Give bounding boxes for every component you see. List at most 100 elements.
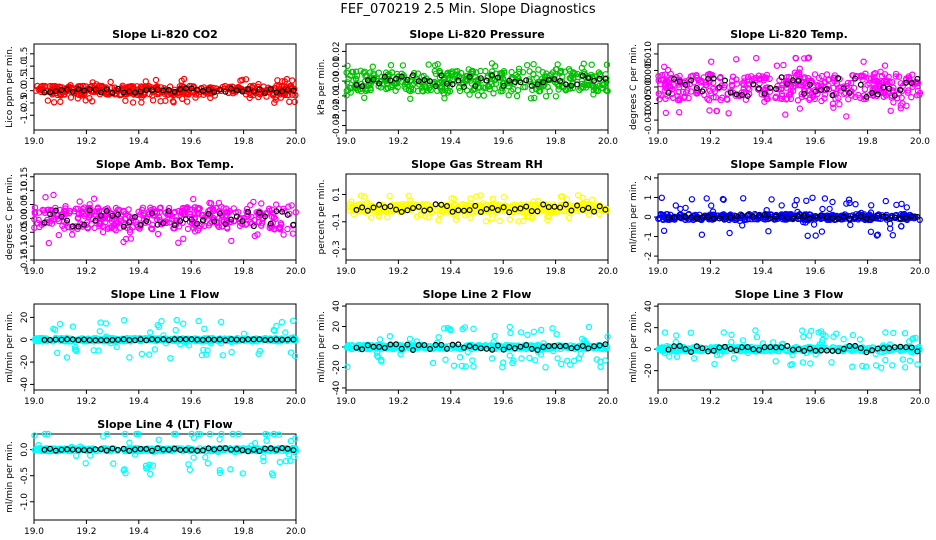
data-point (741, 78, 748, 85)
data-point (533, 74, 540, 82)
reference-point (75, 86, 82, 93)
reference-point (444, 80, 451, 87)
data-point (63, 219, 70, 227)
data-point (739, 337, 747, 344)
reference-point (126, 219, 133, 226)
data-point (676, 84, 683, 91)
data-point (710, 79, 717, 87)
reference-point (165, 208, 172, 215)
data-point (425, 214, 432, 221)
data-point (435, 202, 442, 209)
data-point (557, 193, 565, 200)
data-point (271, 327, 278, 334)
reference-point (795, 213, 802, 220)
data-point (873, 232, 881, 239)
x-tick-label: 19.2 (388, 137, 408, 147)
reference-point (568, 207, 575, 214)
reference-point (574, 81, 581, 88)
reference-point (393, 206, 400, 213)
reference-point (256, 86, 263, 93)
reference-point (676, 78, 683, 85)
data-point (708, 90, 715, 97)
reference-point (897, 215, 904, 222)
data-point (524, 61, 531, 69)
data-point (41, 207, 48, 214)
data-point (462, 78, 470, 85)
reference-point (415, 78, 422, 85)
data-point (714, 212, 722, 219)
reference-point (149, 210, 156, 217)
data-point (222, 211, 229, 219)
reference-point (359, 204, 366, 211)
data-point (360, 193, 368, 200)
data-point (254, 231, 261, 238)
data-point (526, 68, 533, 75)
data-point (126, 228, 134, 236)
data-point (693, 73, 700, 80)
data-point (914, 361, 921, 368)
reference-point (381, 73, 388, 80)
data-point (195, 317, 202, 325)
data-point (467, 214, 474, 221)
data-point (576, 86, 583, 94)
data-point (860, 58, 867, 65)
reference-point (863, 215, 870, 222)
data-point (206, 199, 213, 207)
x-tick-label: 20.0 (910, 397, 930, 407)
reference-point (511, 78, 518, 85)
data-point (709, 208, 717, 215)
data-point (688, 196, 696, 203)
x-tick-label: 20.0 (286, 397, 306, 407)
reference-point (596, 75, 603, 82)
y-tick-label: 0 (332, 344, 342, 350)
reference-point (92, 86, 99, 93)
data-point (184, 225, 192, 233)
data-point (585, 323, 593, 331)
reference-point (353, 81, 360, 88)
data-point (544, 216, 551, 224)
reference-point (545, 76, 552, 83)
reference-point (376, 80, 383, 87)
reference-point (222, 88, 229, 95)
data-point (289, 317, 297, 324)
data-point (422, 201, 429, 208)
data-point (412, 78, 419, 85)
data-point (291, 98, 298, 106)
data-point (50, 325, 57, 332)
data-point (74, 95, 82, 102)
data-point (117, 224, 124, 231)
y-axis-label: ml/min per min. (629, 311, 639, 383)
data-point (242, 76, 250, 83)
y-tick-label: -1.0 (20, 493, 30, 511)
data-point (522, 83, 529, 91)
data-point (399, 62, 407, 69)
data-point (563, 196, 571, 203)
reference-point (477, 209, 484, 216)
data-point (348, 68, 356, 76)
data-point (120, 317, 128, 324)
data-point (655, 77, 662, 84)
data-point (219, 352, 226, 359)
data-point (890, 329, 897, 337)
reference-point (256, 209, 263, 216)
data-point (830, 84, 837, 92)
data-point (491, 332, 498, 340)
x-tick-label: 19.2 (388, 267, 408, 277)
data-point (482, 217, 490, 225)
data-point (833, 80, 841, 88)
reference-point (211, 89, 218, 96)
reference-point (818, 86, 825, 93)
data-point (517, 201, 525, 209)
data-point (871, 73, 878, 81)
y-tick-label: 20 (332, 321, 342, 333)
reference-point (262, 90, 269, 97)
data-point (807, 360, 814, 367)
data-point (518, 355, 525, 362)
data-point (387, 61, 395, 69)
series-points (31, 191, 299, 247)
reference-point (472, 82, 479, 89)
data-point (730, 355, 738, 362)
data-point (179, 211, 187, 218)
